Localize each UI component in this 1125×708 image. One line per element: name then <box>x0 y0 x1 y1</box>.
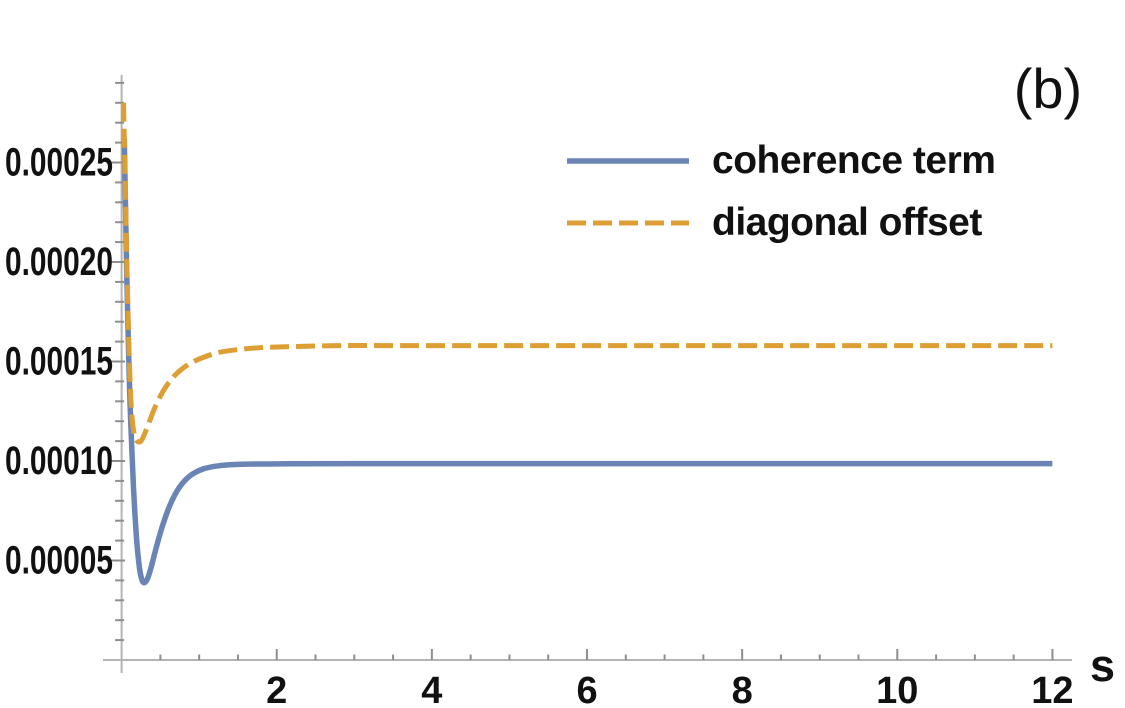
y-tick-label: 0.00025 <box>5 141 113 185</box>
x-tick-label: 4 <box>421 670 442 708</box>
y-tick-label: 0.00020 <box>5 240 113 284</box>
legend-label-coherence-term: coherence term <box>712 139 996 182</box>
panel-label: (b) <box>1013 57 1083 120</box>
x-tick-label: 10 <box>876 670 918 708</box>
y-tick-label: 0.00005 <box>5 539 113 583</box>
y-tick-label: 0.00015 <box>5 340 113 384</box>
series-curve-diagonal-offset <box>121 102 1053 445</box>
x-axis-title: s <box>1090 640 1116 691</box>
x-tick-label: 8 <box>732 670 753 708</box>
coherence-term-line-icon <box>567 158 689 164</box>
series-curve-coherence-term <box>121 138 1053 586</box>
legend-item-diagonal-offset: diagonal offset <box>566 192 995 254</box>
x-tick-label: 12 <box>1031 670 1073 708</box>
diagonal-offset-dashed-line-icon <box>567 220 689 226</box>
legend-item-coherence-term: coherence term <box>566 130 996 192</box>
x-tick-label: 2 <box>266 670 287 708</box>
legend-label-diagonal-offset: diagonal offset <box>712 201 982 244</box>
x-tick-label: 6 <box>576 670 597 708</box>
y-tick-label: 0.00010 <box>5 439 113 483</box>
legend: coherence term diagonal offset <box>566 130 996 254</box>
